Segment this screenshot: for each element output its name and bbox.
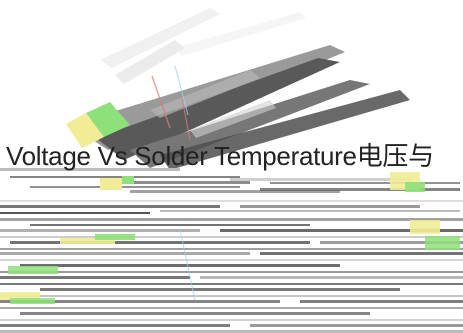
top-streaks — [100, 8, 306, 84]
overlay-title-text: Voltage Vs Solder Temperature电压与 — [6, 141, 434, 171]
glitch-band-lower — [0, 200, 463, 333]
blade-middle — [130, 80, 410, 170]
glitch-band-middle — [0, 168, 460, 193]
blade-upper — [66, 45, 345, 160]
